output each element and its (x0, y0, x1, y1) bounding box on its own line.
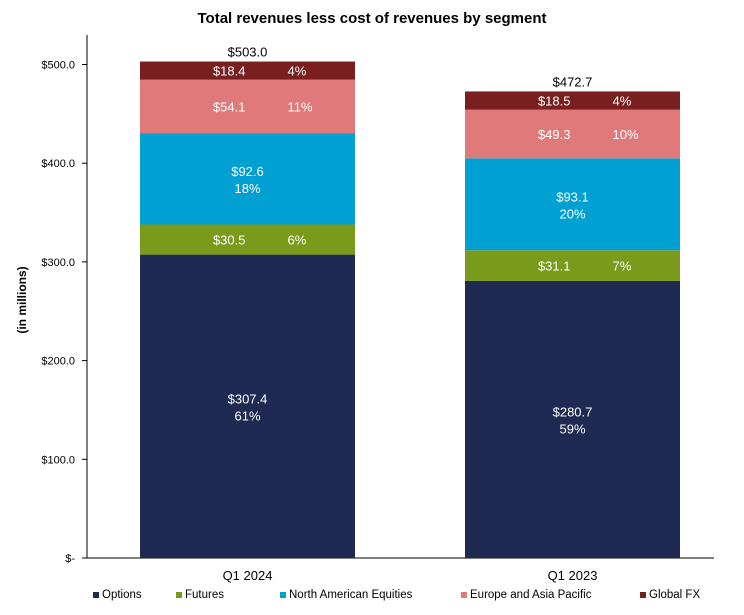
bar-segment-europe-and-asia-pacific (140, 79, 355, 134)
legend-item-futures: Futures (176, 589, 224, 601)
bars: $307.461%$30.5 6%$92.618%$54.1 11%$18.4 4%$… (140, 45, 680, 583)
segment-percent-label: 59% (559, 421, 585, 436)
x-category-label: Q1 2023 (548, 568, 598, 583)
legend-item-europe-and-asia-pacific: Europe and Asia Pacific (461, 589, 592, 601)
segment-value-label: $280.7 (553, 404, 593, 419)
segment-value-label: $93.1 (556, 189, 589, 204)
bar-segment-futures (140, 224, 355, 255)
y-tick-label: $200.0 (41, 356, 75, 368)
legend-swatch (176, 592, 182, 598)
legend-item-options: Options (93, 589, 142, 601)
segment-percent-label: 61% (234, 408, 260, 423)
legend-swatch (280, 592, 286, 598)
legend: Options Futures North American Equities Eur… (93, 589, 700, 601)
y-tick-label: $400.0 (41, 158, 75, 170)
segment-value-label: $92.6 (231, 164, 264, 179)
bar-segment-options (465, 280, 680, 558)
segment-value-label: $49.3 (538, 127, 571, 142)
legend-label: North American Equities (289, 589, 413, 601)
legend-label: Global FX (649, 589, 700, 601)
y-tick-label: $500.0 (41, 60, 75, 72)
bar-segment-global-fx (140, 61, 355, 80)
bar-segment-europe-and-asia-pacific (465, 109, 680, 159)
legend-swatch (640, 592, 646, 598)
legend-swatch (93, 592, 99, 598)
bar-segment-options (140, 254, 355, 559)
bar-segment-north-american-equities (465, 158, 680, 251)
bar-segment-global-fx (465, 91, 680, 110)
segment-percent-label: 10% (613, 127, 639, 142)
segment-percent-label: 4% (288, 64, 307, 79)
bar-segment-north-american-equities (140, 133, 355, 225)
segment-value-label: $18.4 (213, 64, 246, 79)
segment-value-label: $54.1 (213, 99, 246, 114)
y-axis-label: (in millions) (15, 266, 29, 333)
x-category-label: Q1 2024 (223, 568, 273, 583)
bar-group-q1-2024: $307.4 61% $30.5 6% $92.6 18% $54.1 11% $18.4 4% $… (140, 45, 355, 583)
bar-total-label: $472.7 (553, 74, 593, 89)
segment-value-label: $307.4 (228, 391, 268, 406)
legend-item-north-american-equities: North American Equities (280, 589, 413, 601)
segment-percent-label: 6% (288, 233, 307, 248)
chart-title: Total revenues less cost of revenues by … (197, 10, 546, 27)
segment-percent-label: 11% (288, 99, 313, 114)
legend-item-global-fx: Global FX (640, 589, 700, 601)
segment-percent-label: 20% (559, 206, 585, 221)
bar-total-label: $503.0 (228, 45, 268, 60)
segment-percent-label: 18% (234, 181, 260, 196)
segment-value-label: $31.1 (538, 259, 571, 274)
legend-label: Europe and Asia Pacific (470, 589, 592, 601)
legend-label: Futures (185, 589, 224, 601)
segment-percent-label: 4% (613, 94, 632, 109)
y-tick-label: $- (65, 553, 75, 565)
legend-label: Options (102, 589, 142, 601)
bar-group-q1-2023: $280.7 59% $31.1 7% $93.1 20% $49.3 10% $18.5 4% $… (465, 74, 680, 583)
y-tick-label: $300.0 (41, 257, 75, 269)
segment-percent-label: 7% (613, 259, 632, 274)
y-tick-label: $100.0 (41, 454, 75, 466)
segment-value-label: $18.5 (538, 94, 571, 109)
segment-value-label: $30.5 (213, 233, 246, 248)
bar-segment-futures (465, 250, 680, 281)
legend-swatch (461, 592, 467, 598)
